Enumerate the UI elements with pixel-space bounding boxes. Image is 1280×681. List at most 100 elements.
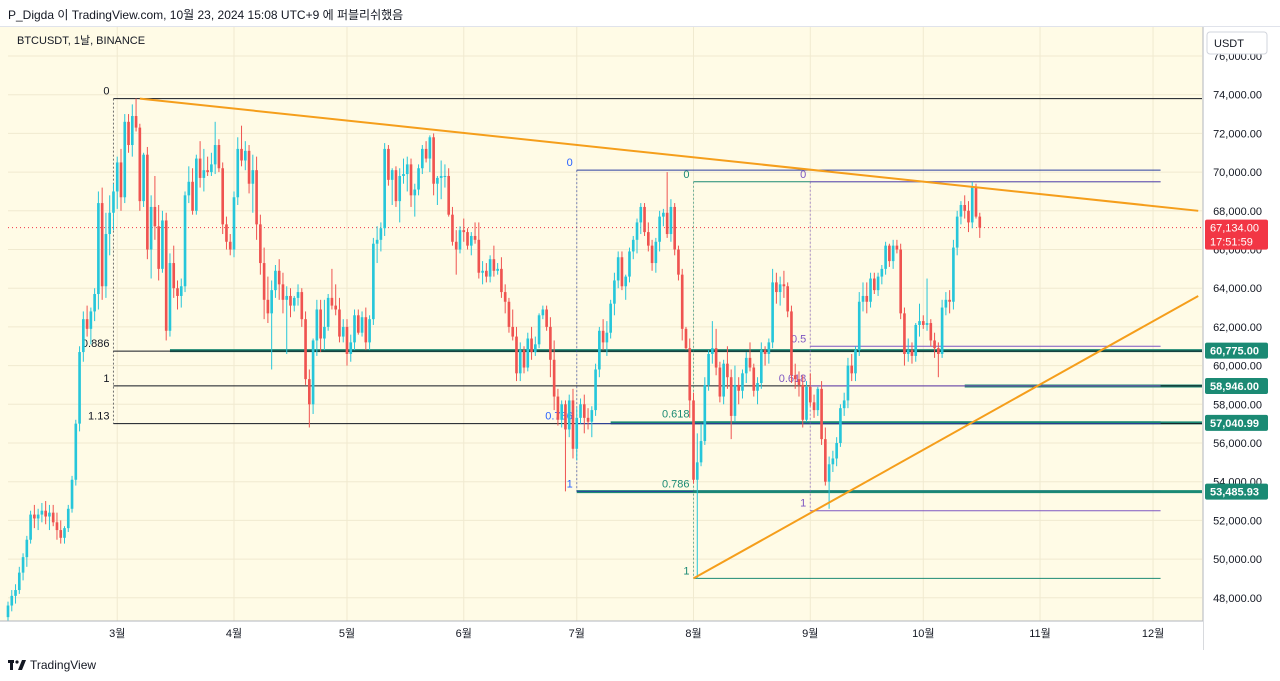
candle — [356, 309, 360, 335]
candle — [243, 141, 247, 171]
plot-background — [0, 27, 1203, 621]
price-axis[interactable]: 76,000.0074,000.0072,000.0070,000.0068,0… — [1202, 27, 1280, 650]
candle — [443, 164, 447, 188]
candle — [545, 305, 548, 331]
price-tick-label: 52,000.00 — [1213, 515, 1262, 527]
candle-body — [417, 168, 420, 190]
candle — [157, 205, 160, 281]
candle-body — [948, 299, 951, 302]
candle-body — [808, 386, 812, 403]
footer: TradingView — [0, 650, 1280, 681]
candle-body — [462, 230, 466, 233]
candle-body — [187, 181, 191, 196]
time-tick-label: 7월 — [569, 627, 585, 640]
candle — [326, 294, 330, 331]
candle — [390, 168, 394, 206]
candle — [662, 208, 665, 227]
candle — [665, 172, 669, 238]
candle — [161, 210, 164, 273]
candle — [492, 245, 496, 277]
candle — [221, 162, 225, 235]
candle — [360, 311, 364, 337]
symbol-label: BTCUSDT, 1날, BINANCE — [17, 34, 145, 47]
time-tick-label: 12월 — [1142, 627, 1164, 640]
candle-body — [308, 379, 311, 405]
candle-body — [744, 357, 748, 374]
candle-body — [112, 191, 115, 213]
candle — [168, 253, 172, 337]
candle — [51, 504, 55, 527]
candle-body — [790, 311, 793, 376]
candle — [925, 278, 929, 331]
candle-body — [978, 216, 982, 228]
candle — [308, 369, 311, 428]
candle — [127, 114, 130, 153]
price-tick-label: 48,000.00 — [1213, 593, 1262, 605]
candle-body — [560, 404, 564, 420]
currency-selector[interactable]: USDT — [1206, 31, 1268, 55]
price-chart[interactable]: 00.88611.1300.786100.6180.786100.50.6181… — [0, 27, 1280, 650]
fib-level-label: 0 — [800, 169, 806, 181]
tradingview-logo[interactable]: TradingView — [8, 657, 96, 672]
candle-body — [677, 249, 680, 275]
candle-body — [511, 326, 515, 337]
candle — [304, 311, 307, 385]
candle — [921, 315, 925, 329]
candle-body — [70, 479, 74, 509]
candle — [552, 340, 556, 411]
candle — [10, 590, 14, 612]
price-tick-label: 70,000.00 — [1213, 167, 1262, 179]
candle — [639, 203, 643, 235]
candle — [884, 241, 887, 275]
time-tick-label: 10월 — [912, 627, 934, 640]
candle-body — [767, 342, 771, 354]
candle-body — [477, 239, 481, 273]
candle — [567, 394, 571, 438]
chart-area[interactable]: 00.88611.1300.786100.6180.786100.50.6181… — [0, 26, 1280, 650]
candle-body — [25, 539, 29, 558]
candle-body — [680, 274, 684, 329]
candle-body — [179, 286, 183, 296]
candle — [259, 214, 262, 275]
candle-body — [865, 295, 869, 302]
candle-body — [639, 206, 643, 223]
candle — [195, 154, 198, 215]
candle-body — [933, 340, 936, 349]
candle-body — [63, 528, 66, 538]
candle-body — [737, 384, 741, 391]
candle — [556, 388, 560, 426]
candle-body — [360, 317, 364, 333]
candle — [89, 307, 93, 345]
candle-body — [786, 286, 789, 312]
candle — [854, 346, 857, 382]
candle — [658, 210, 661, 252]
candle — [176, 280, 179, 310]
candle — [29, 510, 32, 544]
candle — [899, 243, 902, 320]
candle — [210, 152, 213, 176]
candle — [684, 326, 688, 351]
candle-body — [251, 170, 255, 184]
time-axis[interactable]: 3월 4월 5월 6월 7월 8월 9월 10월 11월 12월 — [0, 620, 1203, 650]
candle-body — [300, 292, 304, 320]
candle — [635, 218, 639, 254]
candle — [503, 284, 507, 314]
candle — [801, 375, 805, 428]
candle — [108, 195, 112, 256]
price-tick-label: 62,000.00 — [1213, 322, 1262, 334]
candle-body — [876, 276, 880, 291]
candle-body — [590, 410, 594, 422]
candle-body — [485, 270, 488, 277]
candle — [432, 133, 435, 196]
candle — [692, 392, 695, 484]
trendlines — [139, 97, 1199, 580]
candle-countdown-label: 17:51:59 — [1210, 237, 1253, 249]
candle-body — [123, 121, 127, 198]
currency-box[interactable] — [1206, 31, 1268, 55]
candle — [605, 321, 609, 356]
candle — [14, 584, 17, 604]
candle — [138, 123, 142, 211]
candle-body — [146, 154, 149, 250]
publish-info-bar: P_Digda 이 TradingView.com, 10월 23, 2024 … — [0, 0, 1280, 26]
candle — [153, 175, 157, 240]
